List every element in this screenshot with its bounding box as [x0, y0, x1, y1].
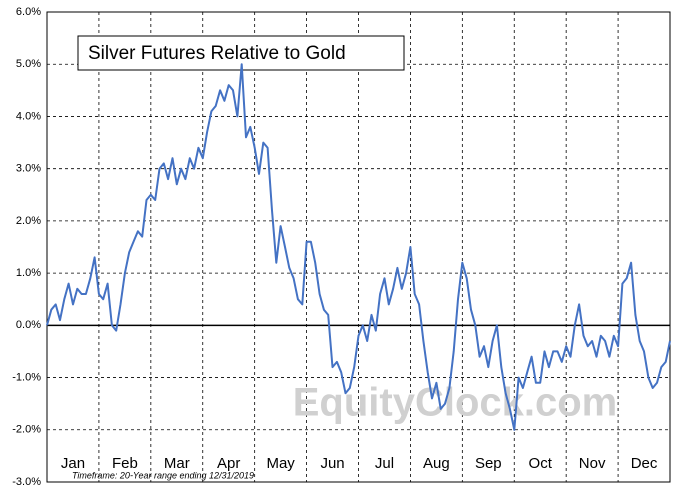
x-tick-label: Mar — [164, 455, 190, 472]
y-tick-label: 0.0% — [16, 319, 41, 331]
y-tick-label: -3.0% — [12, 476, 41, 488]
footnote: Timeframe: 20-Year range ending 12/31/20… — [72, 470, 254, 480]
y-tick-label: -1.0% — [12, 371, 41, 383]
y-tick-label: -2.0% — [12, 424, 41, 436]
x-tick-label: Jul — [375, 455, 394, 472]
x-tick-label: Aug — [423, 455, 450, 472]
y-tick-label: 2.0% — [16, 215, 41, 227]
x-tick-label: Apr — [217, 455, 240, 472]
x-tick-label: Dec — [631, 455, 658, 472]
x-tick-label: Jan — [61, 455, 85, 472]
chart-title: Silver Futures Relative to Gold — [88, 43, 346, 64]
watermark: EquityClock.com — [293, 381, 618, 425]
y-tick-label: 3.0% — [16, 163, 41, 175]
line — [46, 63, 671, 431]
x-tick-label: Sep — [475, 455, 502, 472]
x-tick-label: Nov — [579, 455, 606, 472]
x-tick-label: May — [266, 455, 295, 472]
x-tick-label: Oct — [529, 455, 553, 472]
y-tick-label: 1.0% — [16, 267, 41, 279]
x-tick-label: Feb — [112, 455, 138, 472]
x-tick-label: Jun — [320, 455, 344, 472]
y-tick-label: 6.0% — [16, 6, 41, 18]
y-tick-label: 5.0% — [16, 58, 41, 70]
y-tick-label: 4.0% — [16, 110, 41, 122]
